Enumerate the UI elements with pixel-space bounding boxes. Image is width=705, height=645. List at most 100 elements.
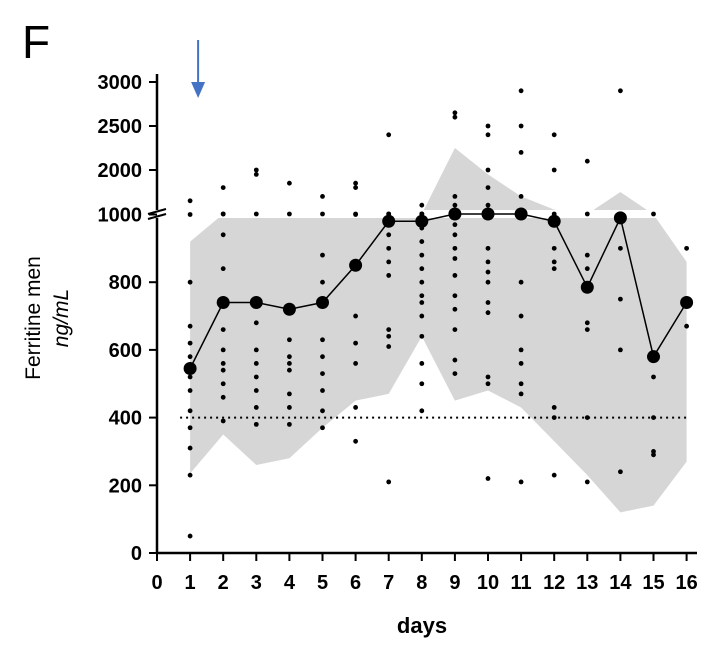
data-point — [419, 361, 425, 366]
x-tick-label: 13 — [576, 572, 598, 594]
data-point — [253, 421, 259, 427]
data-point — [485, 167, 491, 173]
data-point — [651, 374, 656, 380]
median-marker — [580, 280, 594, 294]
data-point — [419, 252, 425, 258]
data-point — [485, 132, 491, 138]
data-point — [584, 479, 590, 485]
data-point — [320, 388, 325, 393]
data-point — [551, 245, 557, 251]
data-point — [419, 333, 425, 339]
data-point — [551, 259, 557, 265]
data-point — [584, 266, 590, 272]
data-point — [287, 361, 292, 366]
data-point — [386, 479, 392, 485]
data-point — [386, 344, 392, 349]
data-point — [485, 245, 491, 251]
data-point — [386, 259, 392, 265]
data-point — [187, 198, 193, 204]
median-marker — [316, 296, 329, 310]
data-point — [684, 245, 689, 251]
data-point — [452, 371, 458, 376]
data-point — [320, 371, 325, 376]
data-point — [253, 167, 259, 173]
median-marker — [216, 296, 230, 310]
data-point — [651, 415, 656, 420]
data-point — [551, 405, 557, 410]
data-point — [485, 476, 491, 481]
median-marker — [613, 211, 627, 225]
range-band-layer — [190, 148, 687, 513]
data-point — [253, 172, 259, 177]
data-point — [485, 279, 491, 285]
arrow-head — [191, 82, 206, 98]
data-point — [618, 245, 623, 251]
data-point — [320, 354, 325, 360]
median-line-layer — [183, 207, 694, 376]
data-point — [386, 245, 392, 251]
data-point — [220, 361, 226, 366]
median-marker — [249, 296, 263, 310]
y-axis-title: Ferritine men — [22, 256, 45, 380]
data-point — [353, 361, 358, 366]
data-point — [419, 266, 425, 272]
median-marker — [547, 214, 561, 228]
data-point — [287, 391, 292, 397]
data-point — [518, 88, 524, 94]
data-point — [584, 252, 590, 258]
x-tick-label: 0 — [151, 572, 162, 594]
data-point — [518, 313, 524, 319]
data-point — [287, 405, 292, 410]
data-point — [220, 266, 226, 272]
data-point — [651, 449, 656, 454]
data-point — [485, 310, 491, 316]
y-tick-label: 400 — [109, 408, 142, 430]
data-point — [320, 408, 325, 414]
data-point — [187, 212, 193, 217]
y-tick-label: 0 — [131, 543, 142, 565]
data-point — [518, 479, 524, 485]
median-marker — [282, 302, 296, 316]
x-tick-label: 15 — [642, 572, 664, 594]
data-point — [187, 374, 193, 380]
data-point — [419, 408, 425, 414]
y-axis-break-mark — [147, 208, 167, 215]
data-point — [584, 320, 590, 326]
data-point — [287, 421, 292, 427]
y-tick-label: 2000 — [98, 160, 143, 182]
data-point — [419, 202, 425, 208]
data-point — [452, 232, 458, 238]
data-point — [485, 374, 491, 380]
data-point — [485, 202, 491, 208]
data-point — [419, 381, 425, 387]
y-tick-label: 3000 — [98, 72, 143, 94]
data-point — [452, 245, 458, 251]
data-point — [584, 415, 590, 420]
data-point — [551, 415, 557, 420]
data-point — [485, 269, 491, 275]
x-tick-label: 8 — [416, 572, 427, 594]
data-point — [551, 266, 557, 272]
data-point — [287, 337, 292, 343]
data-point — [419, 293, 425, 299]
data-point — [419, 300, 425, 305]
x-tick-label: 2 — [218, 572, 229, 594]
median-marker — [680, 296, 694, 310]
y-tick-label: 2500 — [98, 116, 143, 138]
data-point — [452, 273, 458, 278]
x-tick-label: 1 — [185, 572, 196, 594]
data-point — [353, 313, 358, 319]
data-point — [353, 211, 358, 217]
x-tick-label: 14 — [609, 572, 632, 594]
y-axis-unit: ng/mL — [50, 289, 73, 347]
data-point — [287, 367, 292, 373]
data-point — [518, 391, 524, 397]
data-point — [584, 211, 590, 217]
data-point — [220, 367, 226, 373]
median-marker — [183, 362, 197, 376]
x-tick-label: 7 — [383, 572, 394, 594]
data-point — [651, 211, 656, 217]
